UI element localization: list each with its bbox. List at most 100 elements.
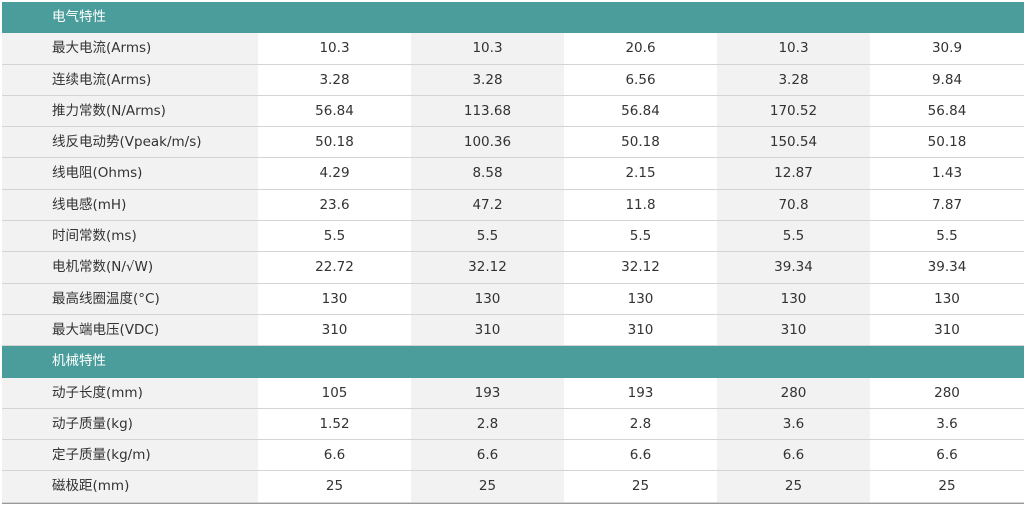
cell-value: 6.6 — [323, 447, 346, 464]
cell-value: 30.9 — [931, 40, 963, 57]
row-label: 线反电动势(Vpeak/m/s) — [2, 127, 258, 158]
row-label: 磁极距(mm) — [2, 471, 258, 502]
cell-value: 310 — [934, 321, 960, 338]
table-row: 线电阻(Ohms) 4.29 8.58 2.15 12.87 1.43 — [2, 158, 1024, 190]
table-row: 线反电动势(Vpeak/m/s) 50.18 100.36 50.18 150.54 50… — [2, 127, 1024, 159]
cell-value: 6.56 — [625, 71, 656, 88]
cell-value: 3.28 — [319, 71, 350, 88]
cell-value: 280 — [934, 384, 960, 401]
row-label: 电机常数(N/√W) — [2, 252, 258, 283]
cell-value: 170.52 — [717, 95, 870, 127]
cell-value: 5.5 — [323, 228, 346, 245]
cell-value: 56.84 — [621, 102, 660, 119]
table-row: 时间常数(ms) 5.5 5.5 5.5 5.5 5.5 — [2, 221, 1024, 253]
cell-value: 22.72 — [315, 259, 354, 276]
cell-value: 5.5 — [936, 228, 958, 245]
section-title: 机械特性 — [52, 353, 106, 370]
cell-value: 39.34 — [927, 259, 967, 276]
cell-value: 7.87 — [931, 196, 963, 213]
cell-value: 5.5 — [629, 228, 652, 245]
cell-value: 193 — [627, 384, 654, 401]
table-row: 定子质量(kg/m) 6.6 6.6 6.6 6.6 6.6 — [2, 440, 1024, 472]
cell-value: 56.84 — [315, 102, 354, 119]
section-header: 机械特性 — [2, 346, 1024, 378]
row-label: 线电阻(Ohms) — [2, 158, 258, 189]
cell-value: 25 — [411, 471, 564, 502]
cell-value: 9.84 — [931, 71, 963, 88]
table-row: 最大端电压(VDC) 310 310 310 310 310 — [2, 314, 1024, 347]
cell-value: 130 — [411, 283, 564, 314]
cell-value: 310 — [627, 321, 654, 338]
cell-value: 100.36 — [411, 127, 564, 158]
cell-value: 280 — [717, 377, 870, 408]
cell-value: 25 — [938, 478, 956, 495]
row-label: 最高线圈温度(°C) — [2, 283, 258, 314]
cell-value: 6.6 — [629, 447, 652, 464]
cell-value: 130 — [717, 283, 870, 314]
table-row: 最高线圈温度(°C) 130 130 130 130 130 — [2, 283, 1024, 315]
cell-value: 3.28 — [717, 64, 870, 95]
cell-value: 70.8 — [717, 189, 870, 221]
cell-value: 25 — [631, 478, 650, 495]
cell-value: 6.6 — [717, 440, 870, 471]
cell-value: 1.52 — [319, 415, 350, 432]
cell-value: 310 — [321, 321, 348, 338]
row-label: 最大端电压(VDC) — [2, 314, 258, 346]
cell-value: 32.12 — [621, 259, 660, 276]
table-row: 电机常数(N/√W) 22.72 32.12 32.12 39.34 39.34 — [2, 252, 1024, 284]
cell-value: 310 — [411, 314, 564, 346]
cell-value: 56.84 — [927, 102, 967, 119]
cell-value: 1.43 — [931, 165, 963, 182]
cell-value: 12.87 — [717, 158, 870, 189]
cell-value: 310 — [717, 314, 870, 346]
cell-value: 50.18 — [927, 134, 967, 151]
table-row: 推力常数(N/Arms) 56.84 113.68 56.84 170.52 56.84 — [2, 95, 1024, 128]
row-label: 动子质量(kg) — [2, 408, 258, 440]
section-header: 电气特性 — [2, 2, 1024, 34]
row-label: 最大电流(Arms) — [2, 33, 258, 64]
cell-value: 150.54 — [717, 127, 870, 158]
cell-value: 193 — [411, 377, 564, 408]
cell-value: 2.8 — [629, 415, 652, 432]
cell-value: 50.18 — [621, 134, 660, 151]
cell-value: 3.6 — [936, 415, 958, 432]
row-label: 推力常数(N/Arms) — [2, 95, 258, 127]
cell-value: 23.6 — [319, 196, 350, 213]
table-row: 最大电流(Arms) 10.3 10.3 20.6 10.3 30.9 — [2, 33, 1024, 65]
cell-value: 10.3 — [717, 33, 870, 64]
cell-value: 113.68 — [411, 95, 564, 127]
row-label: 线电感(mH) — [2, 189, 258, 221]
cell-value: 5.5 — [717, 221, 870, 252]
table-row: 磁极距(mm) 25 25 25 25 25 — [2, 471, 1024, 503]
cell-value: 10.3 — [319, 40, 350, 57]
section-title: 电气特性 — [52, 9, 106, 25]
row-label: 连续电流(Arms) — [2, 64, 258, 95]
table-row: 动子质量(kg) 1.52 2.8 2.8 3.6 3.6 — [2, 408, 1024, 441]
row-label: 动子长度(mm) — [2, 377, 258, 408]
table-row: 动子长度(mm) 105 193 193 280 280 — [2, 377, 1024, 409]
cell-value: 130 — [321, 290, 348, 307]
table-row: 连续电流(Arms) 3.28 3.28 6.56 3.28 9.84 — [2, 64, 1024, 96]
cell-value: 32.12 — [411, 252, 564, 283]
table-row: 线电感(mH) 23.6 47.2 11.8 70.8 7.87 — [2, 189, 1024, 222]
cell-value: 130 — [934, 290, 960, 307]
cell-value: 39.34 — [717, 252, 870, 283]
cell-value: 25 — [717, 471, 870, 502]
cell-value: 6.6 — [411, 440, 564, 471]
cell-value: 4.29 — [319, 165, 350, 182]
cell-value: 10.3 — [411, 33, 564, 64]
cell-value: 3.28 — [411, 64, 564, 95]
row-label: 定子质量(kg/m) — [2, 440, 258, 471]
cell-value: 105 — [321, 384, 348, 401]
cell-value: 8.58 — [411, 158, 564, 189]
row-label: 时间常数(ms) — [2, 221, 258, 252]
cell-value: 50.18 — [315, 134, 354, 151]
cell-value: 25 — [325, 478, 344, 495]
cell-value: 130 — [627, 290, 654, 307]
cell-value: 6.6 — [936, 447, 958, 464]
cell-value: 20.6 — [625, 40, 656, 57]
cell-value: 5.5 — [411, 221, 564, 252]
cell-value: 3.6 — [717, 408, 870, 440]
